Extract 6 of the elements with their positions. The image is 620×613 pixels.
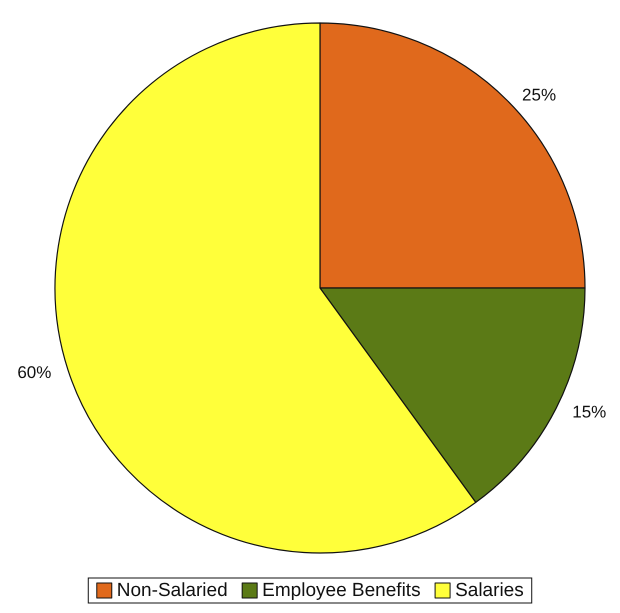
legend-label: Employee Benefits <box>262 580 421 601</box>
data-label: 15% <box>572 402 606 422</box>
data-label: 60% <box>17 362 52 382</box>
legend-label: Salaries <box>455 580 524 601</box>
data-label: 25% <box>522 85 556 104</box>
legend-label: Non-Salaried <box>116 580 228 601</box>
